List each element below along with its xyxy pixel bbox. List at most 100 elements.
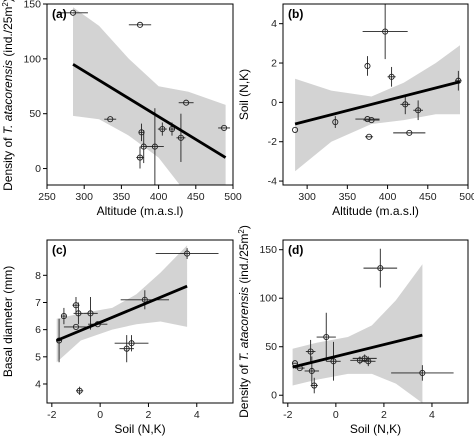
x-tick-label: 300 [298,191,316,203]
y-tick-label: 50 [29,108,41,120]
x-tick-label: 450 [187,191,205,203]
y-tick-label: 50 [265,341,277,353]
point-marker [56,337,63,344]
point-marker [177,134,184,141]
y-tick-label: 5 [35,351,41,363]
data-point [178,99,194,106]
data-point [60,307,67,325]
point-marker [364,116,371,123]
plot-frame [282,3,469,186]
point-marker [76,387,83,394]
point-marker [75,310,82,317]
y-axis-label-text: (ind./25m [237,234,251,287]
x-axis-label: Altitude (m.a.s.l) [97,204,184,218]
point-marker [419,369,426,376]
y-axis-label-text: Density of [1,134,15,191]
data-point [114,335,149,352]
point-marker [382,28,389,35]
y-axis-label: Basal diameter (mm) [1,266,15,377]
panel-letter: (a) [52,7,67,21]
data-point [364,56,371,76]
x-tick-label: 500 [459,191,474,203]
y-axis-label: Soil (N,K) [237,69,251,120]
point-marker [377,265,384,272]
regression-line [294,80,461,126]
y-axis-label-text: Soil (N,K) [237,69,251,120]
y-tick-label: 2 [271,58,277,70]
y-axis-label: Density of T. atacorensis (ind./25m2) [237,225,252,418]
point-marker [292,126,299,133]
data-point [332,116,339,128]
y-tick-label: 150 [259,244,277,256]
data-point [63,323,89,330]
plot-frame [282,239,469,404]
data-point [391,365,454,381]
x-tick-label: 300 [75,191,93,203]
x-tick-label: 2 [381,409,387,421]
panel-letter: (c) [52,243,67,257]
y-tick-label: 0 [271,97,277,109]
data-point [305,339,316,364]
data-point [157,122,167,136]
panel-b: (b) 300 350 400 450 500 -4 -2 0 2 4 Altitude (m.a.s… [237,3,474,218]
y-tick-label: 6 [35,324,41,336]
point-marker [87,310,94,317]
confidence-band [295,45,460,172]
data-point [413,100,423,121]
data-point [145,108,164,185]
data-point [136,146,144,169]
point-marker [388,73,395,80]
data-point [363,248,398,288]
data-point [387,66,396,87]
x-tick-label: 350 [339,191,357,203]
y-tick-label: -2 [268,136,277,148]
point-marker [136,154,144,161]
point-marker [368,117,375,124]
y-axis-label-text: Basal diameter (mm) [1,266,15,377]
point-marker [221,124,228,132]
point-marker [123,345,130,352]
point-marker [69,9,77,16]
point-marker [311,382,318,389]
point-marker [364,62,371,70]
point-marker [366,133,373,140]
point-marker [365,358,372,365]
panel-letter: (b) [288,7,303,21]
x-axis-label: Soil (N,K) [114,422,165,436]
point-marker [406,129,413,136]
x-tick-label: 400 [379,191,397,203]
y-axis-label-text: Density of [237,361,251,418]
y-tick-label: 8 [35,270,41,282]
point-marker [72,323,80,330]
data-point [73,302,84,325]
confidence-band [73,7,226,185]
data-point [355,116,380,123]
regression-line [72,63,227,159]
data-point [58,9,88,16]
x-tick-label: 4 [194,409,200,421]
panel-letter: (d) [288,243,303,257]
y-tick-label: 150 [23,0,41,11]
y-axis-label-text: ) [1,0,15,2]
x-tick-label: 250 [38,191,56,203]
data-point [128,21,152,28]
data-point [75,386,84,395]
panel-a: (a) 250 300 350 400 450 500 0 50 100 150 Altitude (… [1,0,242,218]
point-marker [128,340,135,347]
x-tick-label: 0 [333,409,339,421]
point-marker [332,118,339,126]
x-tick-label: 450 [419,191,437,203]
panel-c: (c) -2 0 2 4 4 5 6 7 8 Soil (N,K) Basal diameter (m… [1,239,234,436]
y-tick-label: -4 [268,176,277,188]
point-marker [107,116,114,123]
plot-frame [46,3,234,186]
point-marker [330,358,337,365]
data-point [365,133,374,140]
y-axis-label-species: T. atacorensis [1,60,15,134]
point-marker [402,101,409,108]
point-marker [159,126,166,133]
point-marker [308,367,315,375]
y-tick-label: 100 [23,53,41,65]
data-point [218,124,231,132]
